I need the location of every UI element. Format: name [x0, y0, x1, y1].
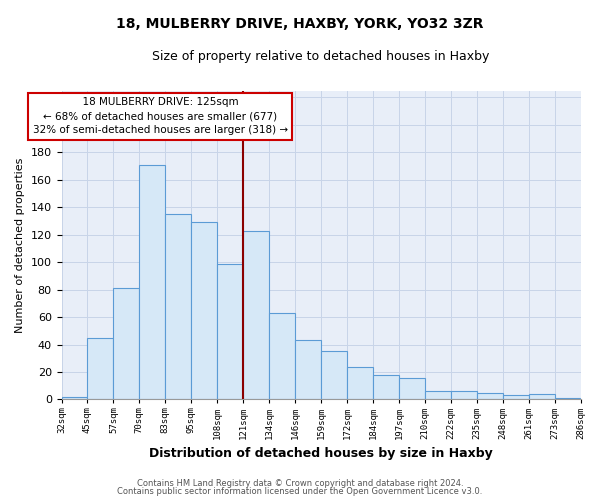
Y-axis label: Number of detached properties: Number of detached properties: [15, 158, 25, 332]
Bar: [529, 394, 554, 400]
Text: 18, MULBERRY DRIVE, HAXBY, YORK, YO32 3ZR: 18, MULBERRY DRIVE, HAXBY, YORK, YO32 3Z…: [116, 18, 484, 32]
Bar: [295, 340, 321, 400]
Bar: [425, 391, 451, 400]
Bar: [139, 164, 166, 400]
Bar: [217, 264, 243, 400]
Bar: [503, 396, 529, 400]
Text: Contains public sector information licensed under the Open Government Licence v3: Contains public sector information licen…: [118, 487, 482, 496]
Text: Contains HM Land Registry data © Crown copyright and database right 2024.: Contains HM Land Registry data © Crown c…: [137, 478, 463, 488]
Bar: [399, 378, 425, 400]
Text: 18 MULBERRY DRIVE: 125sqm  
← 68% of detached houses are smaller (677)
32% of se: 18 MULBERRY DRIVE: 125sqm ← 68% of detac…: [32, 98, 287, 136]
Bar: [243, 230, 269, 400]
Bar: [166, 214, 191, 400]
Bar: [88, 338, 113, 400]
Bar: [477, 392, 503, 400]
X-axis label: Distribution of detached houses by size in Haxby: Distribution of detached houses by size …: [149, 447, 493, 460]
Bar: [321, 352, 347, 400]
Bar: [554, 398, 580, 400]
Bar: [451, 391, 477, 400]
Title: Size of property relative to detached houses in Haxby: Size of property relative to detached ho…: [152, 50, 490, 63]
Bar: [269, 313, 295, 400]
Bar: [373, 375, 399, 400]
Bar: [62, 396, 88, 400]
Bar: [113, 288, 139, 400]
Bar: [191, 222, 217, 400]
Bar: [347, 366, 373, 400]
